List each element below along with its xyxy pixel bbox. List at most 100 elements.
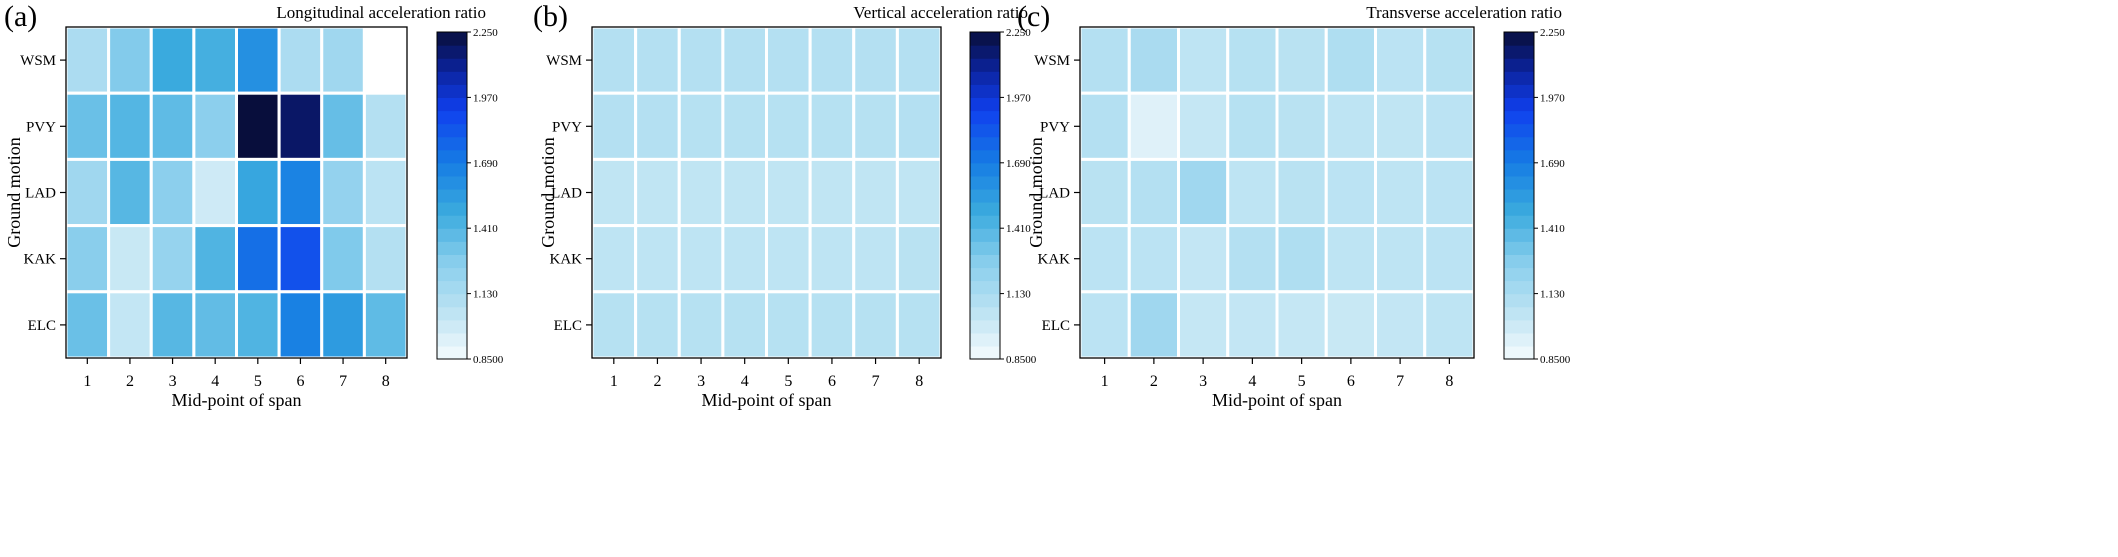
colorbar-tick-label: 2.250 bbox=[1540, 27, 1565, 39]
colorbar-segment bbox=[970, 228, 1000, 242]
colorbar-segment bbox=[437, 306, 467, 321]
colorbar-segment bbox=[437, 202, 467, 216]
heatmap-cell bbox=[320, 157, 366, 228]
colorbar-segment bbox=[1504, 202, 1534, 216]
x-tick-label: 2 bbox=[126, 373, 134, 390]
heatmap-cell bbox=[149, 91, 196, 161]
heatmap-cell bbox=[677, 290, 725, 360]
y-axis-label: Ground motion bbox=[4, 137, 24, 248]
colorbar-tick-label: 2.250 bbox=[1006, 27, 1031, 39]
heatmap-cell bbox=[1324, 157, 1377, 228]
heatmap-cell bbox=[765, 224, 812, 294]
colorbar-segment bbox=[437, 345, 467, 360]
x-tick-label: 5 bbox=[1298, 373, 1306, 390]
heatmap-cell bbox=[1127, 25, 1180, 95]
heatmap-cell bbox=[107, 290, 153, 360]
colorbar-segment bbox=[1504, 254, 1534, 269]
heatmap-cell bbox=[590, 91, 638, 161]
colorbar-segment bbox=[970, 293, 1000, 308]
heatmap-cell bbox=[235, 91, 281, 161]
heatmap-cell bbox=[1177, 224, 1230, 294]
colorbar-segment bbox=[970, 254, 1000, 269]
heatmap-cell bbox=[677, 157, 725, 228]
x-tick-label: 7 bbox=[1396, 373, 1404, 390]
heatmap-cell bbox=[1423, 157, 1476, 228]
heatmap-cell bbox=[362, 91, 409, 161]
colorbar-segment bbox=[437, 175, 467, 190]
panel-label: (c) bbox=[1017, 0, 1050, 33]
x-axis-label: Mid-point of span bbox=[1212, 390, 1342, 410]
heatmap-cell bbox=[852, 224, 899, 294]
heatmap-cell bbox=[149, 157, 196, 228]
heatmap-cell bbox=[1275, 290, 1328, 360]
heatmap-panel-1: 1 2 3 4 5 6 7 8 WSM PVY LAD KAK ELC Mid-point of span… bbox=[4, 0, 504, 410]
colorbar-segment bbox=[1504, 97, 1534, 112]
heatmap-cell bbox=[895, 91, 943, 161]
heatmap-cell bbox=[1177, 157, 1230, 228]
colorbar-segment bbox=[437, 319, 467, 334]
chart-title: Vertical acceleration ratio bbox=[853, 3, 1028, 22]
heatmap-cell bbox=[320, 290, 366, 360]
y-tick-label: ELC bbox=[1042, 318, 1070, 334]
colorbar-segment bbox=[437, 71, 467, 85]
x-tick-label: 5 bbox=[784, 373, 792, 390]
heatmap-cell bbox=[765, 157, 812, 228]
heatmap-cell bbox=[590, 25, 638, 95]
colorbar-segment bbox=[437, 293, 467, 308]
colorbar-tick-label: 1.970 bbox=[1006, 92, 1031, 104]
heatmap-cell bbox=[634, 91, 681, 161]
y-tick-label: LAD bbox=[1039, 186, 1070, 202]
heatmap-cell bbox=[320, 91, 366, 161]
heatmap-cell bbox=[895, 224, 943, 294]
heatmap-cell bbox=[235, 290, 281, 360]
panel-label: (a) bbox=[4, 0, 37, 33]
colorbar-segment bbox=[970, 175, 1000, 190]
heatmap-cell bbox=[1226, 224, 1279, 294]
x-tick-label: 4 bbox=[1248, 373, 1256, 390]
heatmap-cell bbox=[1324, 224, 1377, 294]
colorbar-segment bbox=[437, 58, 467, 72]
heatmap-cell bbox=[107, 224, 153, 294]
heatmap-cell bbox=[634, 25, 681, 95]
colorbar-segment bbox=[970, 71, 1000, 85]
heatmap-cell bbox=[1275, 25, 1328, 95]
colorbar-segment bbox=[1504, 136, 1534, 151]
colorbar-segment bbox=[437, 123, 467, 138]
heatmap-cell bbox=[362, 25, 409, 95]
heatmap-cell bbox=[765, 91, 812, 161]
heatmap-cell bbox=[107, 157, 153, 228]
heatmap-cell bbox=[320, 224, 366, 294]
colorbar-tick-label: 1.690 bbox=[1006, 158, 1031, 170]
heatmap-cell bbox=[895, 25, 943, 95]
heatmap-cell bbox=[192, 290, 238, 360]
x-tick-label: 2 bbox=[1150, 373, 1158, 390]
heatmap-cell bbox=[895, 157, 943, 228]
heatmap-cell bbox=[677, 25, 725, 95]
heatmap-cell bbox=[1177, 25, 1230, 95]
colorbar-segment bbox=[437, 241, 467, 255]
colorbar-segment bbox=[970, 267, 1000, 282]
heatmap-cell bbox=[1127, 224, 1180, 294]
heatmap-cell bbox=[107, 25, 153, 95]
heatmap-cell bbox=[192, 157, 238, 228]
colorbar-tick-label: 1.970 bbox=[473, 92, 498, 104]
x-axis-label: Mid-point of span bbox=[702, 390, 832, 410]
y-tick-label: ELC bbox=[28, 318, 56, 334]
heatmap-cell bbox=[634, 290, 681, 360]
y-axis-label: Ground motion bbox=[538, 137, 558, 248]
colorbar-segment bbox=[1504, 149, 1534, 164]
heatmap-cell bbox=[1226, 157, 1279, 228]
colorbar-segment bbox=[1504, 175, 1534, 190]
colorbar-segment bbox=[1504, 84, 1534, 98]
heatmap-cell bbox=[721, 25, 768, 95]
colorbar-segment bbox=[1504, 267, 1534, 282]
heatmap-cell bbox=[192, 91, 238, 161]
colorbar-segment bbox=[970, 202, 1000, 216]
heatmap-cell bbox=[808, 290, 856, 360]
colorbar-segment bbox=[437, 267, 467, 282]
colorbar-segment bbox=[1504, 45, 1534, 59]
heatmap-cell bbox=[1078, 224, 1131, 294]
y-axis-label: Ground motion bbox=[1026, 137, 1046, 248]
colorbar-tick-label: 1.410 bbox=[1006, 223, 1031, 235]
heatmap-cell bbox=[235, 224, 281, 294]
